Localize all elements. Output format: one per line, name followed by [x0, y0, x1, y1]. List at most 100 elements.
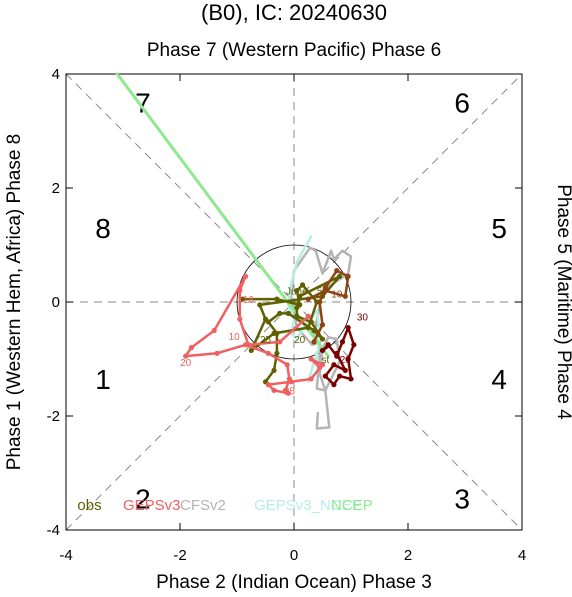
legend-entry-cfsv2: CFSv2: [180, 497, 226, 514]
series-point: [308, 376, 314, 382]
series-point: [331, 362, 337, 368]
bottom-phase-label: Phase 2 (Indian Ocean) Phase 3: [156, 572, 432, 593]
series-4: [183, 273, 326, 396]
series-point: [294, 288, 300, 294]
series-point: [274, 296, 280, 302]
day-label: 16: [243, 295, 255, 306]
series-point: [345, 325, 351, 331]
series-point: [317, 299, 323, 305]
series-point: [334, 268, 340, 274]
chart-title: (B0), IC: 20240630: [201, 0, 387, 25]
series-point: [345, 273, 351, 279]
y-tick-label: -4: [47, 522, 60, 539]
day-label: 20: [294, 335, 306, 346]
day-label: June: [286, 287, 308, 298]
series-point: [342, 293, 348, 299]
legend-entry-gepsv3_ncep: GEPSv3_NCEP: [254, 497, 362, 514]
day-label: 25: [260, 335, 272, 346]
day-label: 20: [180, 358, 192, 369]
phase-7-label: 7: [135, 88, 151, 119]
series-point: [319, 347, 326, 354]
phase-3-label: 3: [454, 484, 470, 515]
series-point: [311, 327, 317, 334]
series-point: [305, 313, 311, 319]
series-point: [337, 373, 343, 379]
series-point: [284, 362, 290, 368]
series-point: [265, 350, 271, 356]
x-tick-label: 2: [404, 547, 412, 564]
y-tick-label: 0: [52, 294, 60, 311]
series-point: [345, 356, 351, 362]
series-point: [188, 345, 194, 351]
legend-entry-ncep: NCEP: [331, 497, 373, 514]
phase-number-labels: 7 6 8 5 1 4 2 3: [95, 88, 507, 515]
legend-entry-gepsv3: GEPSv3: [123, 497, 181, 514]
day-label: 30: [357, 312, 369, 323]
series-point: [274, 330, 280, 336]
phase-4-label: 4: [491, 364, 507, 395]
series-point: [271, 367, 277, 373]
series-point: [211, 327, 217, 334]
x-tick-label: 4: [518, 547, 526, 564]
series-point: [237, 316, 243, 322]
series-point: [334, 350, 340, 356]
series-layer: [115, 72, 357, 430]
left-phase-label: Phase 1 (Western Hem, Africa) Phase 8: [4, 134, 25, 471]
phase-2-label: 2: [135, 484, 151, 515]
series-point: [322, 285, 328, 291]
series-point: [339, 339, 346, 345]
day-labels-layer: June 25 20 5 10 30 20 st 16 10 20 25: [180, 287, 368, 398]
series-point: [248, 347, 254, 354]
series-point: [305, 296, 311, 302]
day-label: 10: [229, 332, 241, 343]
phase-1-label: 1: [95, 364, 111, 395]
series-point: [242, 273, 249, 279]
phase-6-label: 6: [454, 88, 470, 119]
phase-5-label: 5: [491, 213, 507, 244]
axis-ticks: -4 -2 0 2 4 -4 -2 0 2 4: [47, 66, 527, 564]
day-label: 5: [317, 287, 323, 298]
x-tick-label: -2: [173, 547, 186, 564]
series-point: [214, 350, 220, 356]
series-point: [297, 293, 303, 299]
series-point: [257, 302, 263, 308]
series-point: [319, 336, 326, 342]
x-tick-label: 0: [290, 547, 298, 564]
y-tick-label: -2: [47, 408, 60, 425]
series-point: [274, 350, 280, 356]
series-point: [317, 364, 323, 371]
series-point: [240, 296, 246, 302]
series-point: [322, 373, 328, 379]
series-point: [311, 339, 317, 345]
series-point: [308, 319, 314, 325]
series-point: [285, 390, 291, 396]
series-point: [277, 310, 283, 316]
series-point: [271, 387, 277, 393]
series-point: [285, 310, 291, 316]
series-point: [277, 339, 283, 345]
day-label: 20: [340, 355, 352, 366]
legend-entry-obs: obs: [77, 497, 101, 514]
series-point: [305, 325, 311, 331]
series-point: [183, 353, 189, 359]
series-2: [115, 72, 330, 358]
series-point: [331, 382, 337, 388]
series-point: [242, 342, 249, 348]
day-label: st: [321, 355, 329, 366]
day-label: 25: [284, 386, 296, 397]
series-point: [265, 382, 271, 388]
series-point: [348, 376, 354, 382]
series-point: [308, 356, 314, 362]
series-point: [299, 282, 306, 288]
y-tick-label: 2: [52, 180, 60, 197]
series-point: [342, 367, 348, 373]
series-line: [115, 72, 330, 358]
y-tick-label: 4: [52, 66, 60, 83]
series-point: [294, 305, 300, 311]
series-point: [337, 273, 343, 279]
x-tick-label: -4: [59, 547, 72, 564]
series-point: [294, 313, 300, 319]
series-point: [319, 322, 326, 328]
series-point: [288, 379, 294, 385]
